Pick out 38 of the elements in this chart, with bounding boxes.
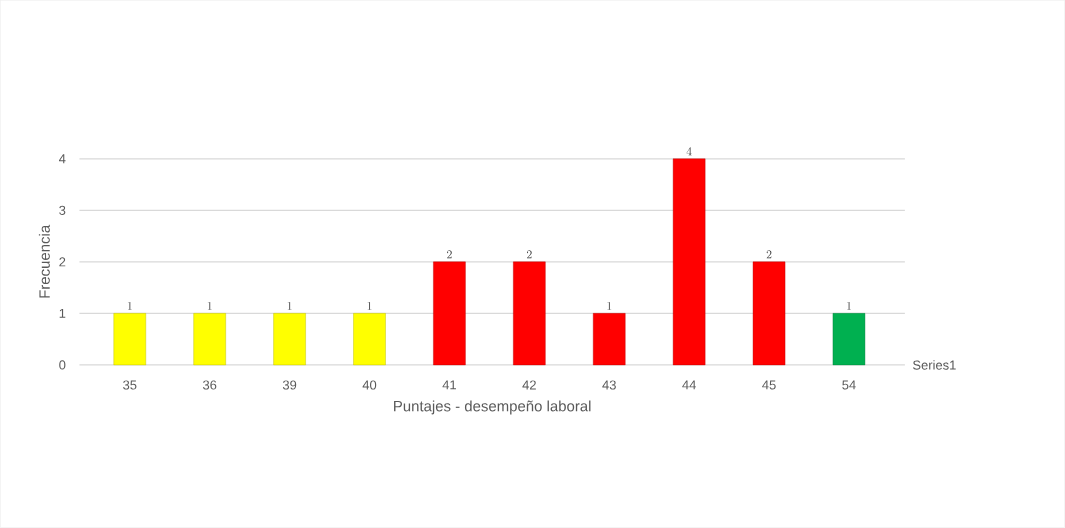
data-label: 2 — [766, 250, 772, 259]
bar — [832, 313, 866, 366]
x-tick-label: 43 — [602, 380, 616, 390]
y-axis-title: Frecuencia — [38, 225, 50, 298]
bar — [353, 313, 386, 366]
x-tick-label: 45 — [762, 380, 776, 390]
data-label: 1 — [367, 302, 372, 310]
data-label: 2 — [447, 250, 452, 259]
x-tick-label: 36 — [202, 380, 217, 390]
x-tick-label: 35 — [123, 380, 137, 390]
x-tick-label: 42 — [522, 380, 536, 390]
bar — [513, 261, 546, 366]
bar — [113, 313, 146, 366]
x-tick-label: 39 — [282, 380, 297, 390]
data-label: 1 — [127, 302, 132, 310]
x-axis-title: Puntajes - desempeño laboral — [394, 400, 591, 415]
bar — [593, 313, 626, 366]
bar — [433, 261, 466, 366]
text: Series1 — [913, 360, 956, 370]
data-label: 1 — [607, 302, 612, 310]
bar — [752, 261, 786, 366]
y-tick-label: 0 — [59, 360, 66, 370]
data-label: 2 — [526, 250, 532, 259]
x-tick-label: 41 — [442, 380, 456, 390]
y-tick-label: 2 — [59, 257, 66, 267]
y-tick-label: 3 — [59, 205, 66, 216]
bar — [193, 313, 226, 366]
x-tick-label: 44 — [682, 380, 696, 390]
x-tick-label: 54 — [842, 380, 856, 390]
y-tick-label: 1 — [59, 309, 66, 318]
data-label: 4 — [686, 147, 692, 156]
y-tick-label: 4 — [59, 154, 66, 164]
data-label: 1 — [207, 302, 212, 310]
x-tick-label: 40 — [362, 380, 377, 390]
data-label: 1 — [287, 302, 292, 310]
bar — [672, 158, 706, 366]
bar — [273, 313, 306, 366]
data-label: 1 — [847, 302, 851, 310]
